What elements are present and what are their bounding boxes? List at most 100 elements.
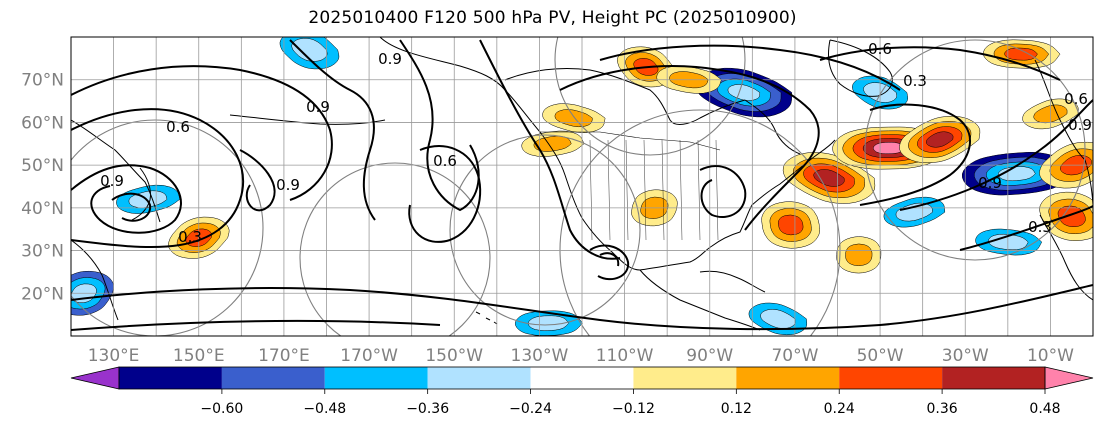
coastline-10 [71,239,119,321]
height-contour-13 [599,44,901,91]
colorbar-swatch-2 [324,367,428,389]
lon-label-2: 170°E [258,346,310,366]
contour-label-12: 0.9 [1068,116,1092,134]
height-contour-5 [289,39,376,221]
lat-label-30: 30°N [21,242,64,262]
height-contour-4 [239,149,276,212]
coastline-5 [699,270,766,293]
height-contour-6 [399,39,480,212]
coastline-12 [229,114,386,125]
state-line-5 [679,139,683,241]
pv-feature-20-level-2 [1004,47,1038,61]
height-contour-14 [819,46,1061,81]
gray-circle-2 [449,134,641,326]
colorbar-swatch-6 [736,367,840,389]
coastline-6 [827,39,893,97]
pv-feature-3-level-2 [777,214,804,236]
colorbar-label-3: −0.24 [509,401,552,417]
colorbar-swatch-1 [221,367,325,389]
longitude-labels: 130°E 150°E 170°E 170°W 150°W 130°W 110°W 90°W 7… [88,346,1074,366]
contour-label-5: 0.9 [306,98,330,116]
contour-label-0: 0.6 [166,118,190,136]
contour-label-9: 0.9 [978,174,1002,192]
lon-label-4: 150°W [425,346,483,366]
contour-label-3: 0.9 [276,176,300,194]
height-contour-19 [959,205,1093,251]
pv-feature-23-level-1 [760,309,796,329]
colorbar-label-2: −0.36 [406,401,449,417]
contour-label-8: 0.6 [1064,90,1088,108]
lon-label-3: 170°W [340,346,398,366]
lon-label-9: 50°W [857,346,904,366]
height-contour-17 [71,284,1093,331]
pv-feature-1-level-4 [873,142,906,155]
height-contour-10 [599,252,620,267]
state-line-7 [715,139,719,241]
gray-circles [71,37,1086,336]
gray-circle-1 [299,162,491,336]
map-area: 0.6 0.9 0.3 0.9 0.9 0.9 0.6 0.3 0.6 0.9 0.3 0.6 0.9 [70,36,1094,337]
lon-label-1: 150°E [173,346,225,366]
lat-label-40: 40°N [21,199,64,219]
coastline-7 [1034,59,1093,206]
lon-label-5: 130°W [511,346,569,366]
graticule [71,37,1093,336]
lat-label-60: 60°N [21,113,64,133]
height-contour-18 [71,319,441,331]
colorbar-swatch-5 [633,367,737,389]
lon-label-0: 130°E [88,346,140,366]
state-line-0 [589,139,593,241]
contour-label-7: 0.3 [903,72,927,90]
colorbar-swatch-0 [119,367,222,389]
state-line-1 [607,139,611,241]
pv-feature-22-level-1 [845,243,873,267]
lon-label-10: 30°W [942,346,989,366]
height-contour-15 [859,103,971,206]
colorbar-label-4: −0.12 [612,401,655,417]
colorbar-swatch-3 [427,367,531,389]
lat-label-20: 20°N [21,284,64,304]
state-line-4 [661,139,665,241]
lat-label-70: 70°N [21,71,64,91]
colorbar-swatch-8 [942,367,1045,389]
contour-label-4: 0.9 [378,50,402,68]
pv-feature-0-level-3 [813,169,845,187]
lon-label-7: 90°W [686,346,733,366]
state-line-6 [697,139,701,241]
height-contour-9 [589,244,630,281]
colorbar-label-8: 0.48 [1029,401,1060,417]
pv-feature-2-level-3 [926,131,954,148]
colorbar-label-6: 0.24 [824,401,855,417]
lat-label-50: 50°N [21,156,64,176]
coastline-4 [639,269,761,331]
state-line-3 [643,139,647,241]
gray-circle-3 [559,109,841,336]
contour-label-11: 0.6 [868,40,892,58]
colorbar-swatch-4 [530,367,634,389]
height-contour-2 [71,108,245,249]
contour-label-10: 0.3 [1028,218,1052,236]
pv-feature-4-level-3 [727,84,761,101]
coastline-3 [744,99,801,155]
colorbar-label-1: −0.48 [303,401,346,417]
height-contour-16 [899,99,1093,211]
state-line-2 [625,139,629,241]
coastline-8 [1039,214,1093,301]
height-contour-12 [559,65,820,231]
latitude-labels: 70°N 60°N 50°N 40°N 30°N 20°N [21,71,64,305]
height-contour-3 [71,65,333,201]
contour-label-1: 0.9 [100,172,124,190]
lon-label-11: 10°W [1027,346,1074,366]
contour-label-2: 0.3 [178,228,202,246]
colorbar-swatch-7 [839,367,943,389]
height-contour-0 [71,164,182,234]
colorbar-label-0: −0.60 [200,401,243,417]
height-contour-8 [479,39,621,260]
lon-label-6: 110°W [596,346,654,366]
gray-circle-5 [554,37,746,156]
height-contour-1 [111,192,152,222]
colorbar: −0.60 −0.48 −0.36 −0.24 −0.12 0.12 0.24 0.36 0.4… [70,366,1094,417]
colorbar-label-5: 0.12 [721,401,752,417]
map-frame [70,36,1094,337]
